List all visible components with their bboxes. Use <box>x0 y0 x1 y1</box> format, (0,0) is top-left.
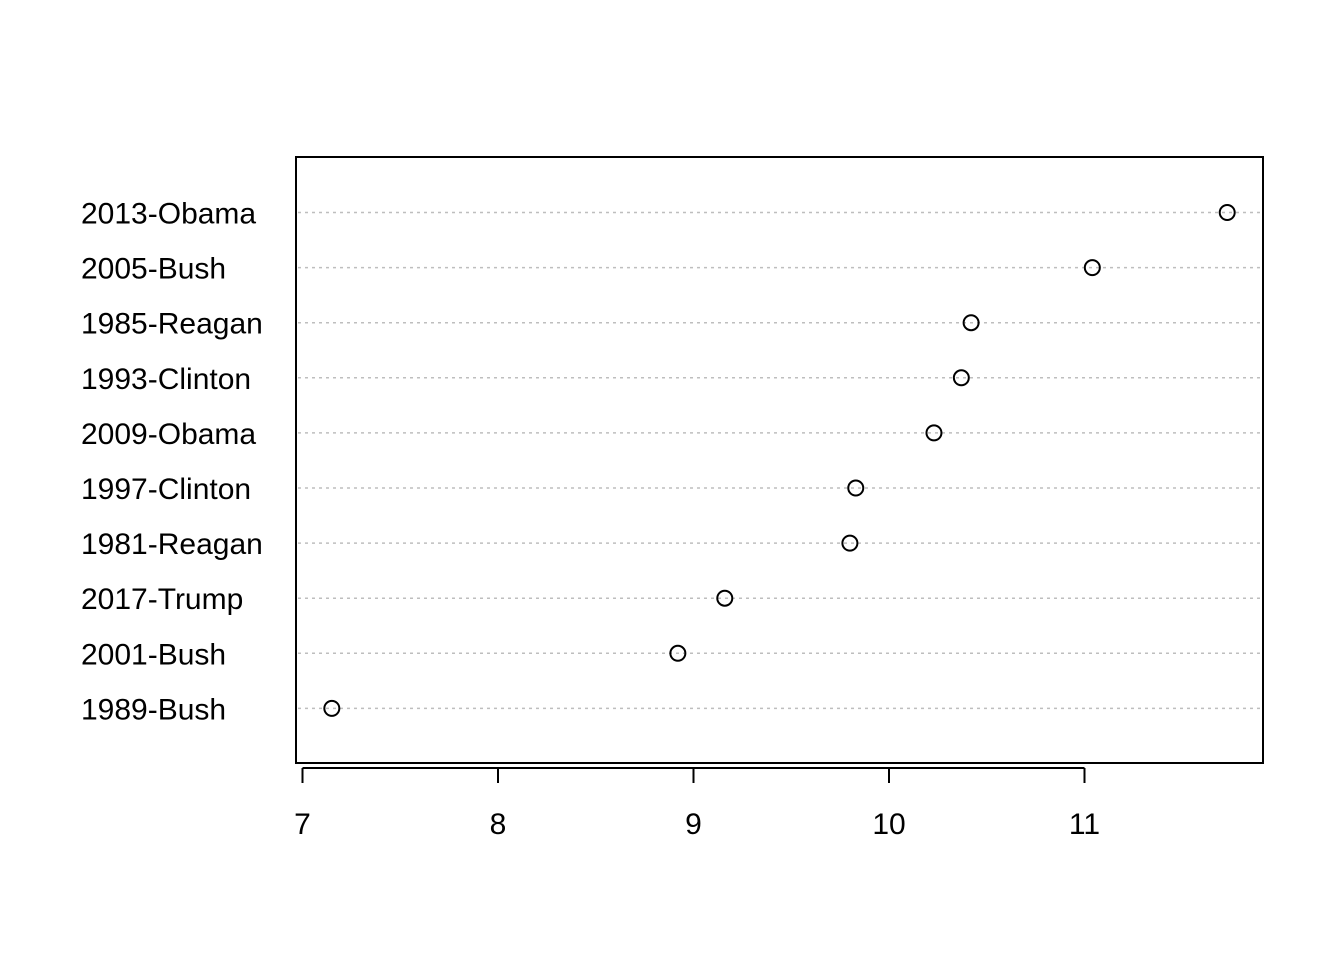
x-tick-label: 7 <box>294 808 311 841</box>
data-point <box>669 644 687 662</box>
data-point <box>716 589 734 607</box>
x-tick-label: 11 <box>1069 808 1100 841</box>
category-label: 2005-Bush <box>81 253 226 286</box>
data-point <box>962 314 980 332</box>
x-axis: 7 8 9 10 11 <box>294 767 1100 841</box>
category-label: 1989-Bush <box>81 693 226 726</box>
category-label: 2009-Obama <box>81 418 256 451</box>
category-labels: 2013-Obama 2005-Bush 1985-Reagan 1993-Clint… <box>81 198 263 727</box>
category-label: 1985-Reagan <box>81 308 263 341</box>
data-point <box>925 424 943 442</box>
data-point <box>1083 259 1101 277</box>
x-tick-label: 10 <box>872 808 905 841</box>
category-label: 2001-Bush <box>81 638 226 671</box>
plot-frame <box>295 156 1264 764</box>
category-label: 2017-Trump <box>81 583 243 616</box>
x-tick-label: 8 <box>490 808 507 841</box>
category-label: 1997-Clinton <box>81 473 251 506</box>
guide-lines <box>298 211 1261 710</box>
data-point <box>323 699 341 717</box>
data-point <box>847 479 865 497</box>
data-points <box>323 204 1236 717</box>
category-label: 1993-Clinton <box>81 363 251 396</box>
x-tick-label: 9 <box>685 808 702 841</box>
category-label: 1981-Reagan <box>81 528 263 561</box>
category-label: 2013-Obama <box>81 198 256 231</box>
data-point <box>1218 204 1236 221</box>
data-point <box>841 534 859 552</box>
data-point <box>952 369 970 387</box>
